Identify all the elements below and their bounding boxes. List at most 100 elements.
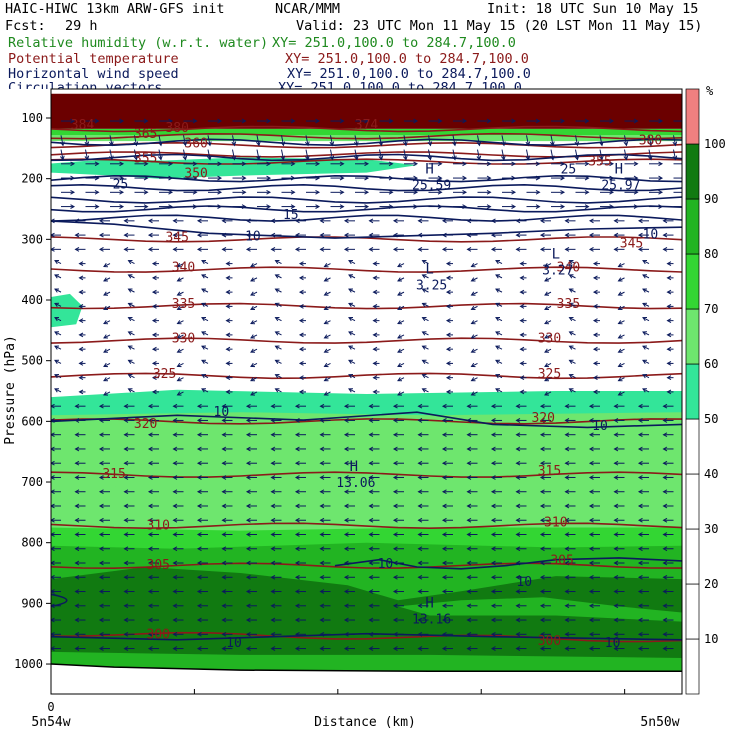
vector-arrow-head: [662, 603, 668, 609]
vector-arrow-head: [662, 631, 668, 637]
vector-arrow-head: [323, 391, 329, 396]
vector-arrow-head: [250, 391, 256, 396]
vector-arrow-head: [151, 289, 157, 295]
vector-arrow: [54, 331, 62, 336]
vector-arrow-head: [133, 155, 139, 161]
vector-arrow-head: [329, 141, 335, 147]
vector-arrow-head: [74, 631, 80, 637]
vector-arrow-head: [588, 589, 594, 594]
vector-arrow-head: [588, 460, 594, 466]
vector-arrow-head: [270, 218, 276, 224]
vector-arrow-head: [388, 175, 394, 181]
vector-arrow-head: [539, 603, 545, 609]
vector-arrow: [618, 291, 625, 296]
vector-arrow: [54, 374, 62, 379]
vector-arrow: [324, 348, 331, 353]
vector-arrow-head: [123, 403, 129, 409]
vector-arrow-head: [588, 532, 594, 537]
vector-arrow: [452, 149, 456, 160]
vector-arrow: [648, 135, 652, 146]
vector-arrow-head: [339, 175, 345, 181]
vector-arrow-head: [354, 141, 359, 147]
vector-arrow: [544, 377, 552, 382]
vector-arrow-head: [642, 374, 648, 379]
vector-arrow-head: [368, 475, 374, 480]
vector-arrow-head: [637, 446, 643, 452]
vector-arrow-head: [392, 418, 398, 423]
vector-arrow-head: [392, 646, 398, 651]
vector-arrow-head: [290, 161, 296, 167]
vector-arrow-head: [147, 589, 153, 594]
vector-arrow: [54, 302, 62, 307]
vector-arrow-head: [539, 489, 545, 495]
vector-arrow-head: [662, 446, 668, 452]
vector-arrow-head: [588, 475, 594, 480]
vector-arrow-head: [466, 603, 472, 609]
vector-arrow: [379, 149, 382, 160]
vector-arrow-head: [372, 261, 378, 266]
vector-arrow-head: [515, 218, 521, 224]
vector-arrow-head: [515, 432, 521, 438]
vector-arrow-head: [511, 175, 517, 181]
vector-arrow-head: [539, 631, 545, 637]
vector-arrow-head: [172, 432, 178, 438]
vector-arrow-head: [241, 175, 247, 181]
vector-arrow-head: [364, 118, 370, 124]
vector-arrow-head: [151, 304, 157, 309]
vector-arrow-head: [613, 517, 619, 523]
vector-arrow-head: [642, 274, 648, 279]
vector-arrow: [550, 135, 554, 146]
vector-arrow-head: [368, 532, 374, 537]
vector-arrow-head: [564, 460, 570, 466]
vector-arrow: [403, 149, 407, 160]
vector-arrow-head: [94, 161, 100, 167]
vector-arrow-head: [633, 189, 639, 195]
vector-arrow-head: [662, 432, 668, 438]
vector-arrow: [495, 388, 503, 393]
vector-arrow-head: [462, 189, 468, 195]
vector-arrow-head: [103, 334, 109, 339]
vector-arrow-head: [274, 288, 280, 293]
vector-arrow-head: [515, 246, 521, 252]
vector-arrow: [275, 274, 282, 279]
vector-arrow-head: [343, 646, 349, 651]
vector-arrow: [471, 362, 478, 367]
vector-arrow: [201, 345, 209, 350]
vector-arrow: [128, 260, 135, 265]
vector-arrow-head: [294, 532, 300, 537]
vector-arrow: [569, 359, 576, 364]
vector-arrow-head: [535, 189, 541, 195]
vector-arrow-head: [613, 617, 619, 623]
colorbar-swatch: [685, 198, 700, 255]
vector-arrow-head: [319, 517, 325, 523]
vector-arrow-head: [196, 246, 202, 252]
vector-arrow-head: [298, 361, 304, 366]
vector-arrow-head: [201, 388, 207, 393]
vector-arrow-head: [466, 546, 472, 552]
vector-arrow-head: [368, 546, 374, 552]
vector-arrow-head: [392, 603, 398, 609]
vector-arrow-head: [127, 388, 133, 393]
vector-arrow-head: [368, 560, 374, 566]
vector-arrow-head: [196, 232, 202, 238]
vector-arrow-head: [642, 288, 648, 293]
vector-arrow-head: [98, 560, 104, 566]
extremum-mark: H: [350, 459, 358, 475]
vector-arrow-head: [417, 574, 423, 580]
y-tick-label: 200: [21, 172, 43, 186]
colorbar-level-label: 40: [704, 467, 718, 481]
vector-arrow-head: [658, 204, 664, 209]
vector-arrow-head: [98, 418, 104, 423]
vector-arrow-head: [245, 532, 251, 537]
vector-arrow-head: [176, 263, 182, 268]
vector-arrow-head: [221, 218, 227, 224]
wind-contour-10-upper: [51, 220, 682, 239]
vector-arrow-head: [290, 204, 296, 209]
vector-arrow-head: [147, 546, 153, 552]
vector-arrow-head: [172, 246, 178, 252]
vector-arrow: [495, 331, 503, 336]
vector-arrow: [324, 391, 331, 396]
vector-arrow-head: [501, 141, 506, 147]
vector-arrow-head: [127, 331, 133, 336]
vector-arrow-head: [196, 418, 202, 423]
